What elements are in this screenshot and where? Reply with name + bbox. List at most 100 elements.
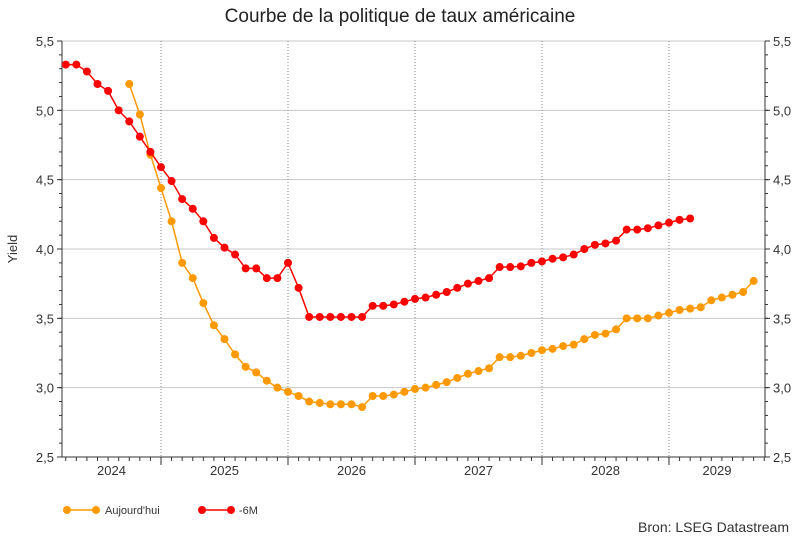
- data-point-today: [157, 183, 165, 192]
- y-tick-label-right: 5,5: [773, 34, 791, 49]
- data-point-6m: [633, 225, 642, 234]
- y-tick-label-right: 2,5: [773, 450, 791, 465]
- data-point-6m: [157, 163, 165, 172]
- data-point-today: [654, 311, 663, 320]
- data-point-today: [305, 397, 314, 406]
- data-point-6m: [559, 253, 568, 262]
- data-point-today: [612, 325, 621, 334]
- data-point-6m: [527, 258, 536, 267]
- data-point-today: [209, 321, 218, 330]
- data-point-6m: [495, 263, 504, 272]
- legend-marker-today: [92, 506, 100, 514]
- y-tick-label-right: 3,5: [773, 311, 791, 326]
- legend-item-6m[interactable]: -6M: [198, 505, 258, 517]
- x-tick-label: 2026: [337, 463, 366, 478]
- source-note: Bron: LSEG Datastream: [638, 519, 789, 535]
- data-point-6m: [199, 217, 208, 226]
- data-point-today: [527, 349, 536, 357]
- data-point-today: [135, 110, 144, 119]
- y-axis-label: Yield: [5, 235, 20, 263]
- data-point-6m: [125, 117, 134, 126]
- data-point-today: [188, 274, 197, 283]
- data-point-6m: [167, 177, 176, 186]
- data-point-today: [559, 342, 568, 351]
- x-tick-label: 2028: [591, 463, 620, 478]
- data-point-today: [495, 353, 504, 362]
- data-point-6m: [400, 297, 409, 306]
- data-point-6m: [506, 263, 515, 272]
- data-point-today: [400, 387, 409, 396]
- data-point-today: [633, 314, 642, 323]
- y-tick-label-right: 5,0: [773, 103, 791, 118]
- data-point-today: [548, 344, 557, 353]
- data-point-today: [717, 293, 726, 302]
- axes: 2,5 2,5 3,0 3,0 3,5 3,5 4,0 4,0 4,5 4,5 5,0 5,0 5,5 5…: [36, 34, 791, 478]
- data-point-6m: [82, 67, 91, 76]
- data-point-today: [463, 369, 472, 378]
- data-point-today: [643, 314, 652, 323]
- data-point-6m: [389, 300, 398, 309]
- legend-item-today[interactable]: Aujourd'hui: [63, 505, 160, 517]
- data-point-6m: [72, 60, 81, 69]
- data-point-today: [675, 306, 684, 315]
- x-tick-label: 2024: [97, 463, 126, 478]
- data-point-6m: [336, 312, 345, 321]
- data-point-6m: [453, 283, 462, 292]
- data-point-today: [707, 296, 716, 305]
- data-point-today: [421, 383, 430, 392]
- data-point-today: [389, 390, 398, 399]
- data-point-today: [379, 391, 388, 400]
- data-point-6m: [580, 245, 589, 253]
- legend-label-6m: -6M: [239, 505, 258, 517]
- data-point-6m: [252, 264, 261, 273]
- x-tick-label: 2025: [210, 463, 239, 478]
- y-tick-label-right: 3,0: [773, 381, 791, 396]
- y-tick-label: 5,0: [36, 103, 54, 118]
- data-point-6m: [368, 301, 377, 310]
- legend: Aujourd'hui -6M: [63, 505, 258, 517]
- data-point-today: [432, 380, 441, 389]
- data-point-today: [315, 398, 324, 407]
- data-point-today: [336, 400, 345, 409]
- legend-marker-6m: [227, 506, 235, 514]
- data-point-today: [580, 335, 589, 344]
- data-point-6m: [485, 274, 494, 283]
- data-point-today: [273, 383, 282, 392]
- chart-title: Courbe de la politique de taux américain…: [225, 6, 576, 27]
- grid: [62, 40, 765, 458]
- y-tick-label: 4,0: [36, 242, 54, 257]
- data-point-6m: [146, 147, 155, 156]
- data-point-6m: [432, 290, 441, 299]
- data-point-today: [686, 304, 695, 313]
- data-point-6m: [315, 312, 324, 321]
- data-point-6m: [135, 132, 144, 141]
- data-point-today: [252, 368, 261, 377]
- legend-marker-today: [63, 506, 71, 514]
- data-point-today: [728, 290, 737, 299]
- x-tick-label: 2027: [464, 463, 493, 478]
- data-point-today: [241, 362, 250, 371]
- data-point-today: [294, 391, 303, 400]
- y-tick-label: 5,5: [36, 34, 54, 49]
- y-tick-label: 3,0: [36, 381, 54, 396]
- data-point-6m: [114, 106, 123, 115]
- data-point-6m: [93, 79, 102, 88]
- data-point-6m: [537, 257, 546, 266]
- data-point-6m: [347, 312, 356, 321]
- series-layer: [61, 60, 758, 412]
- data-point-6m: [273, 274, 282, 283]
- x-tick-label: 2029: [703, 463, 732, 478]
- data-point-6m: [675, 215, 684, 224]
- data-point-today: [569, 340, 578, 349]
- data-point-today: [368, 391, 377, 400]
- data-point-6m: [569, 250, 578, 259]
- data-point-today: [622, 314, 631, 323]
- data-point-6m: [612, 236, 621, 245]
- data-point-today: [347, 400, 356, 409]
- data-point-6m: [548, 254, 557, 263]
- data-point-6m: [686, 214, 695, 223]
- data-point-6m: [590, 240, 599, 249]
- data-point-6m: [220, 243, 229, 252]
- data-point-6m: [305, 312, 314, 321]
